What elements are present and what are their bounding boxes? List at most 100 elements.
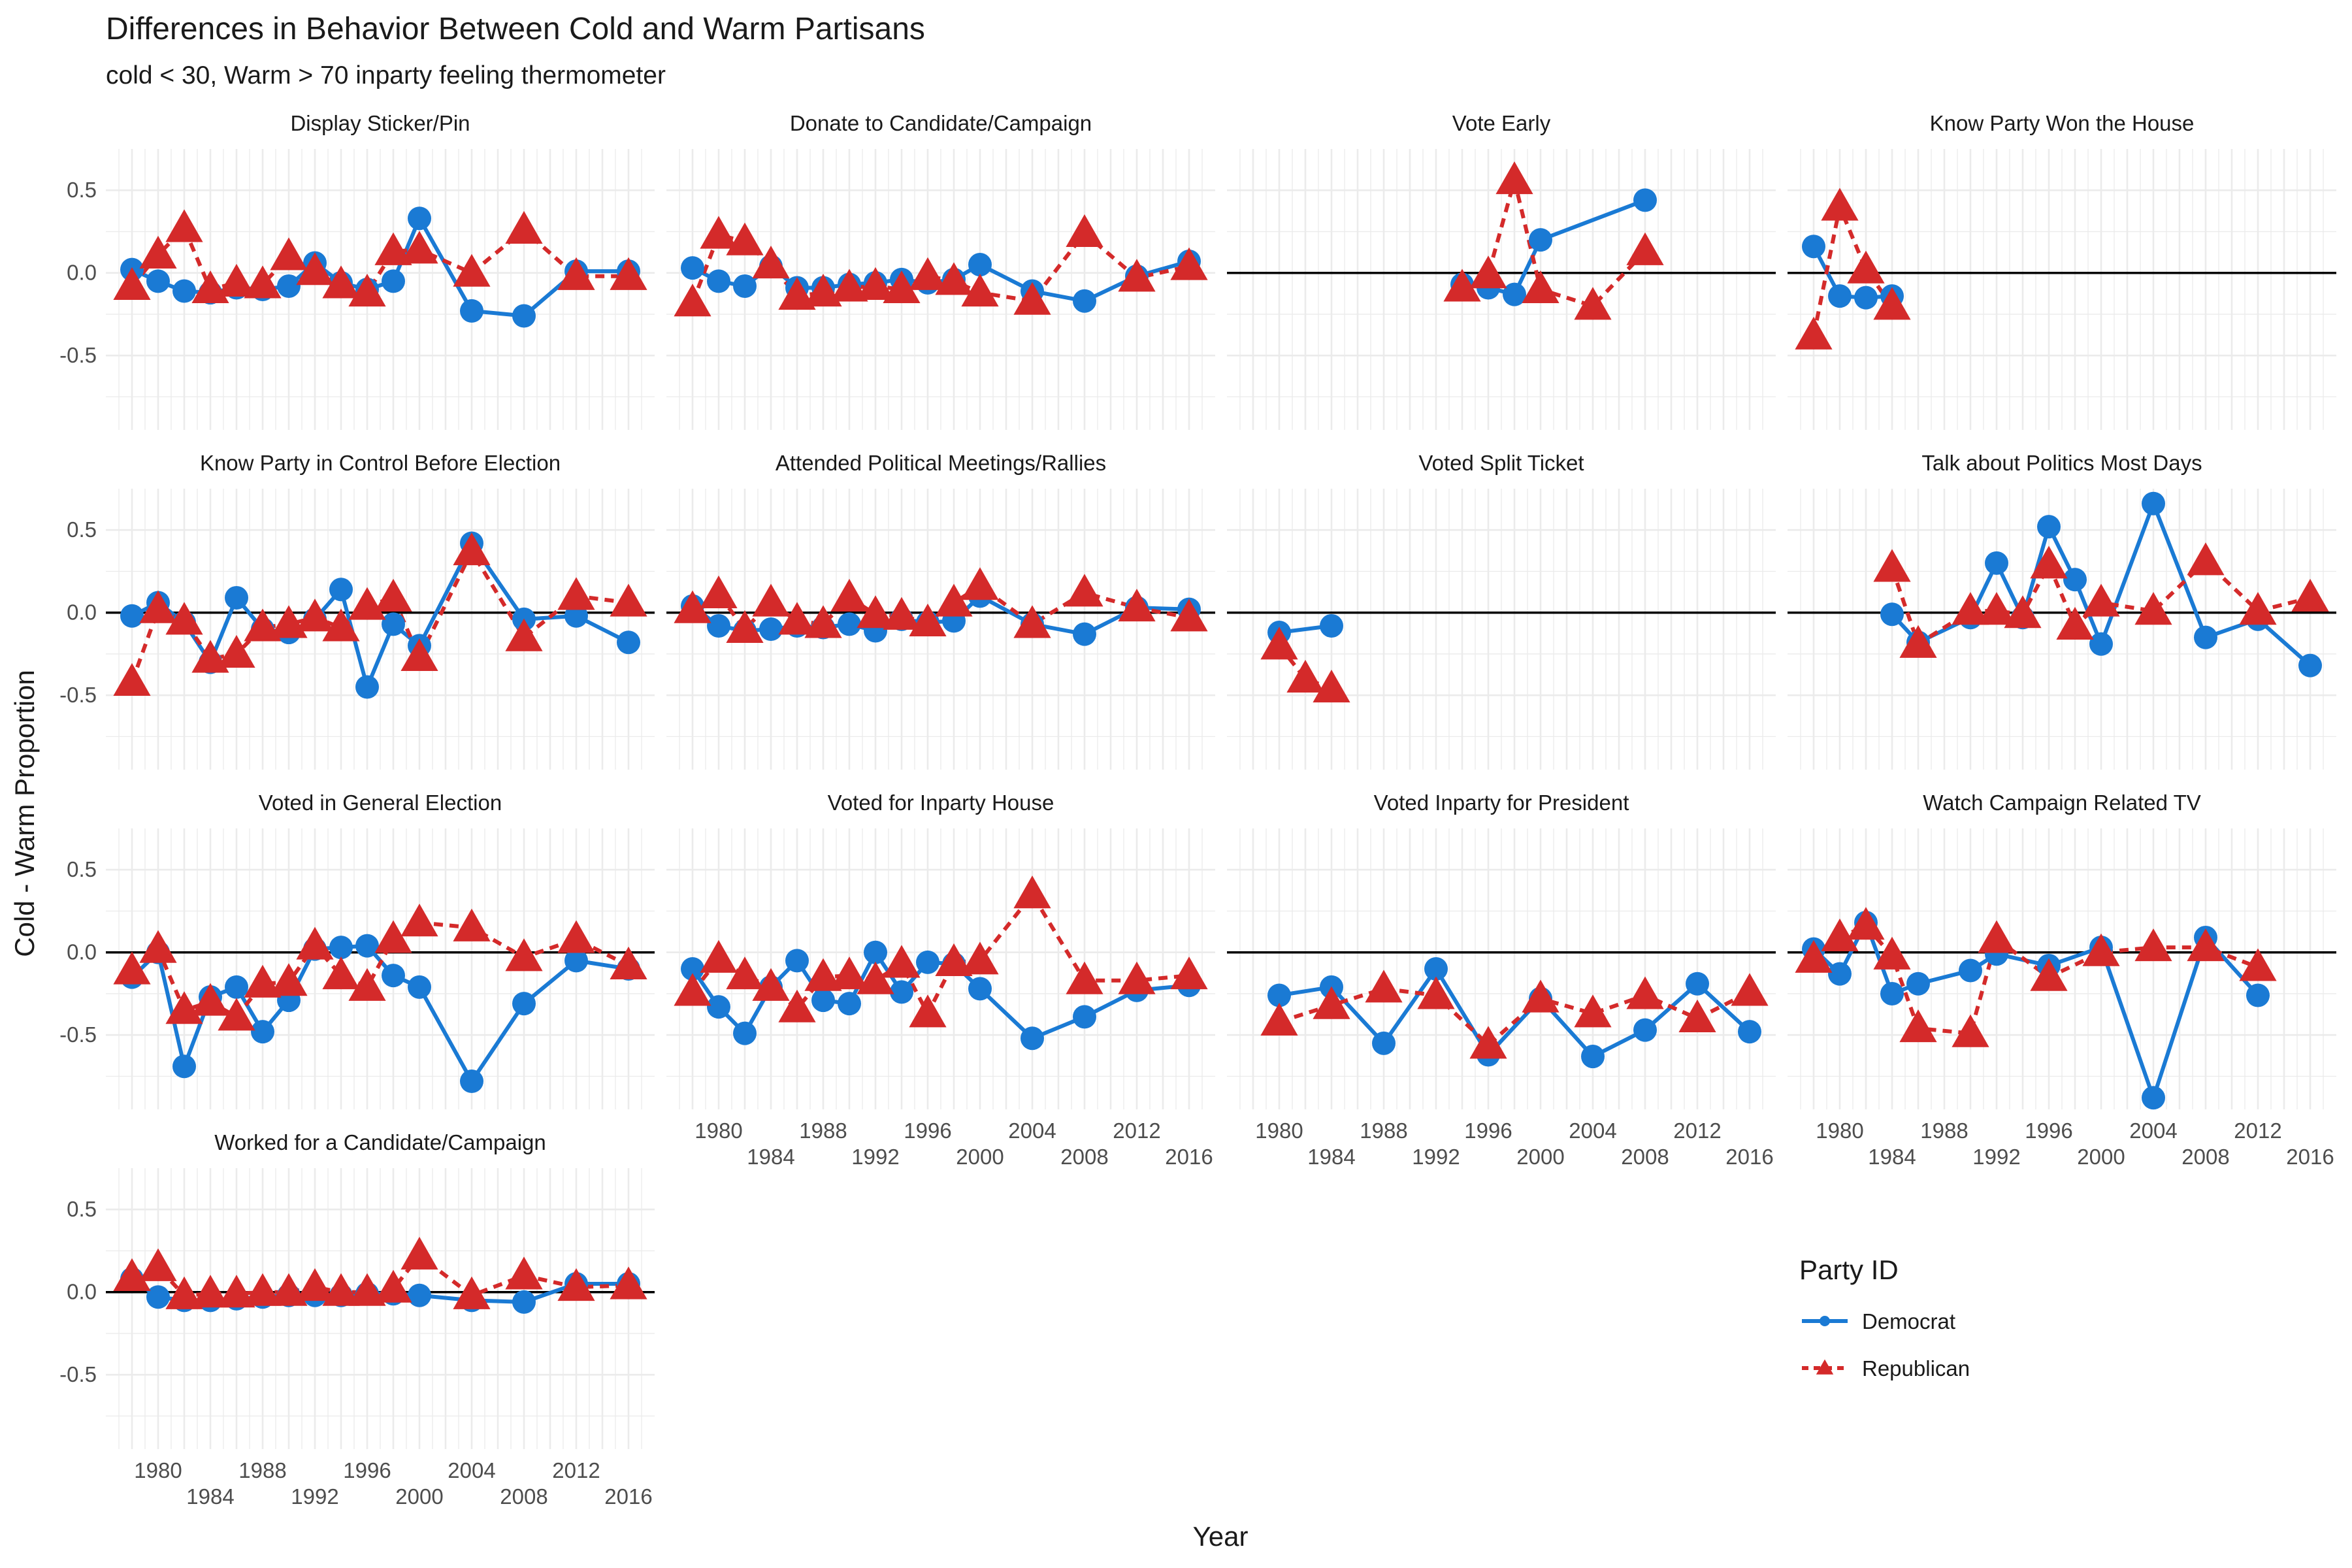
republican-point xyxy=(505,210,543,244)
republican-point xyxy=(270,963,308,996)
x-tick-label: 2016 xyxy=(2286,1145,2334,1169)
facet-title: Attended Political Meetings/Rallies xyxy=(776,451,1106,475)
republican-point xyxy=(1313,670,1350,703)
republican-point xyxy=(374,232,412,265)
x-tick-label: 1984 xyxy=(186,1484,234,1509)
republican-point xyxy=(1013,875,1051,909)
republican-point xyxy=(1899,1009,1937,1043)
republican-point xyxy=(1952,1014,1989,1047)
democrat-point xyxy=(251,1020,274,1044)
democrat-point xyxy=(382,269,405,293)
republican-point xyxy=(1013,605,1051,638)
republican-point xyxy=(1978,592,2016,625)
republican-point xyxy=(557,920,595,953)
republican-point xyxy=(778,277,816,310)
republican-point xyxy=(1522,270,1560,304)
republican-point xyxy=(2030,546,2068,579)
facet-voted-in-general-election: Voted in General Election 0.5 0.0 -0.5 xyxy=(59,791,655,1109)
x-tick-label: 2016 xyxy=(604,1484,652,1509)
y-tick-label: -0.5 xyxy=(59,343,97,367)
x-tick-label: 1992 xyxy=(1972,1145,2020,1169)
republican-point xyxy=(2239,948,2277,981)
democrat-point xyxy=(1320,613,1343,638)
republican-point xyxy=(1495,161,1533,195)
republican-point xyxy=(674,973,711,1006)
democrat-point xyxy=(1985,551,2008,575)
facet-title: Watch Campaign Related TV xyxy=(1923,791,2201,815)
democrat-point xyxy=(382,964,405,988)
republican-point xyxy=(165,209,203,242)
facet-worked-for-a-candidate-campaign: Worked for a Candidate/Campaign 0.5 0.0 -0.… xyxy=(59,1130,655,1509)
legend-title: Party ID xyxy=(1799,1254,1899,1285)
democrat-point xyxy=(120,604,144,628)
republican-point xyxy=(1821,188,1859,221)
republican-point xyxy=(1731,973,1769,1006)
facet-title: Talk about Politics Most Days xyxy=(1921,451,2202,475)
democrat-point xyxy=(1802,235,1825,259)
republican-point xyxy=(348,968,386,1001)
republican-point xyxy=(1469,255,1507,289)
republican-point xyxy=(674,284,711,317)
x-tick-label: 1996 xyxy=(343,1458,391,1482)
series-line-democrat xyxy=(130,943,629,1083)
x-tick-label: 1988 xyxy=(238,1458,286,1482)
democrat-point xyxy=(785,949,809,973)
democrat-point xyxy=(1073,622,1096,646)
facet-watch-campaign-related-tv: Watch Campaign Related TV198019841988199… xyxy=(1788,791,2336,1169)
democrat-point xyxy=(512,1290,536,1314)
republican-point xyxy=(778,602,816,635)
x-tick-label: 2008 xyxy=(500,1484,547,1509)
republican-point xyxy=(1118,961,1156,994)
democrat-point xyxy=(1267,983,1291,1007)
republican-point xyxy=(244,265,282,299)
republican-point xyxy=(726,222,764,255)
republican-point xyxy=(400,904,438,937)
legend: Party ID Democrat Republican xyxy=(1799,1254,1970,1380)
republican-point xyxy=(400,638,438,672)
facet-display-sticker-pin: Display Sticker/Pin 0.5 0.0 -0.5 xyxy=(59,111,655,430)
facet-title: Voted for Inparty House xyxy=(828,791,1054,815)
republican-point xyxy=(830,956,868,990)
republican-point xyxy=(1170,247,1208,280)
democrat-point xyxy=(707,269,730,293)
republican-point xyxy=(322,265,360,299)
republican-point xyxy=(961,274,999,307)
x-tick-label: 2004 xyxy=(2129,1119,2177,1143)
republican-point xyxy=(752,246,790,279)
republican-point xyxy=(505,618,543,651)
republican-point xyxy=(726,610,764,644)
republican-point xyxy=(165,602,203,635)
republican-point xyxy=(1066,214,1103,248)
democrat-point xyxy=(408,206,431,231)
republican-point xyxy=(139,235,177,269)
republican-point xyxy=(218,1275,255,1308)
democrat-point xyxy=(1880,981,1904,1005)
democrat-point xyxy=(617,630,640,655)
republican-point xyxy=(935,583,973,617)
democrat-point xyxy=(146,1285,170,1309)
republican-point xyxy=(400,231,438,264)
democrat-point xyxy=(1880,602,1904,627)
democrat-point xyxy=(707,995,730,1019)
republican-point xyxy=(453,1276,491,1309)
republican-point xyxy=(857,961,894,994)
democrat-point xyxy=(564,949,588,973)
republican-point xyxy=(113,1258,151,1292)
republican-point xyxy=(610,1266,647,1299)
republican-point xyxy=(296,598,334,632)
democrat-point xyxy=(355,934,379,958)
republican-point xyxy=(296,926,334,960)
y-tick-label: 0.0 xyxy=(67,600,97,625)
democrat-point xyxy=(968,253,992,277)
democrat-point xyxy=(172,1054,196,1079)
facet-title: Voted in General Election xyxy=(259,791,502,815)
republican-point xyxy=(165,1276,203,1309)
democrat-point xyxy=(2089,632,2113,656)
republican-point xyxy=(1574,994,1612,1028)
republican-point xyxy=(1066,574,1103,607)
legend-marker-circle xyxy=(1820,1316,1830,1326)
republican-point xyxy=(505,938,543,972)
republican-point xyxy=(935,262,973,295)
y-tick-label: 0.0 xyxy=(67,940,97,964)
x-tick-label: 1992 xyxy=(291,1484,338,1509)
